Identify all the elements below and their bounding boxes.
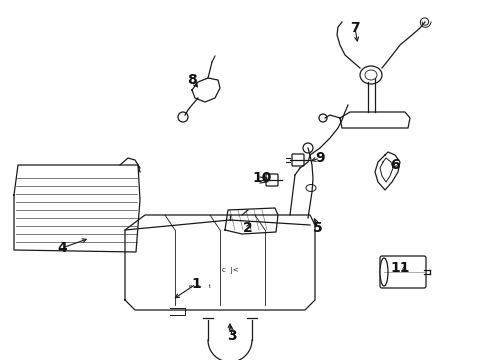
Text: 6: 6 <box>389 158 399 172</box>
Ellipse shape <box>379 258 387 286</box>
Text: 1: 1 <box>191 277 201 291</box>
Text: c  |<: c |< <box>221 267 238 274</box>
Text: 10: 10 <box>252 171 271 185</box>
Text: 7: 7 <box>349 21 359 35</box>
Text: 3: 3 <box>227 329 236 343</box>
Text: 2: 2 <box>243 221 252 235</box>
Text: 9: 9 <box>315 151 324 165</box>
Text: 8: 8 <box>187 73 197 87</box>
Text: 5: 5 <box>312 221 322 235</box>
Text: 4: 4 <box>57 241 67 255</box>
Text: e   r     t: e r t <box>189 284 210 289</box>
Text: 11: 11 <box>389 261 409 275</box>
